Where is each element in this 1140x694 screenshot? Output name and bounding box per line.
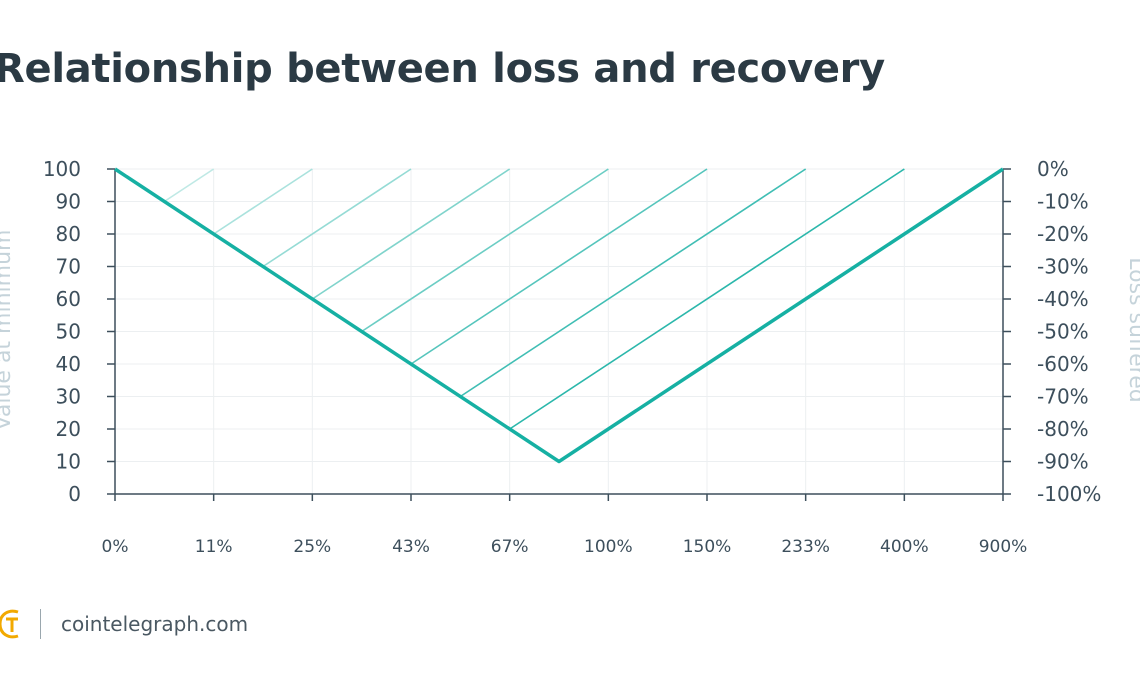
footer-separator <box>40 609 41 639</box>
recovery-line <box>163 168 215 203</box>
x-tick-label: 900% <box>979 537 1028 557</box>
right-tick-label: -40% <box>1037 287 1089 311</box>
tick-labels: 0 10 20 30 40 50 60 70 80 90 100 0% -10% -20% -30% -40%… <box>0 157 1140 557</box>
left-axis-title: Value at minimum <box>0 230 16 431</box>
recovery-lines <box>163 168 905 430</box>
loss-recovery-chart: 0 10 20 30 40 50 60 70 80 90 100 0% -10% -20% -30% -40%… <box>0 157 1140 557</box>
left-tick-label: 80 <box>56 222 81 246</box>
cointelegraph-logo-icon <box>0 609 19 639</box>
x-tick-label: 11% <box>195 537 233 557</box>
recovery-line <box>262 168 412 268</box>
main-v-line <box>114 167 1004 464</box>
recovery-line <box>459 168 807 398</box>
footer: cointelegraph.com <box>0 604 248 644</box>
right-tick-label: -20% <box>1037 222 1089 246</box>
right-tick-label: -30% <box>1037 255 1089 279</box>
right-tick-label: -50% <box>1037 320 1089 344</box>
left-tick-label: 90 <box>56 190 81 214</box>
left-tick-label: 20 <box>56 417 81 441</box>
x-tick-label: 67% <box>491 537 529 557</box>
recovery-line <box>410 168 708 365</box>
left-tick-label: 50 <box>56 320 81 344</box>
left-tick-label: 100 <box>43 157 81 181</box>
right-tick-label: -70% <box>1037 385 1089 409</box>
left-tick-label: 10 <box>56 450 81 474</box>
site-url[interactable]: cointelegraph.com <box>61 612 249 636</box>
x-tick-label: 0% <box>102 537 129 557</box>
right-tick-label: -10% <box>1037 190 1089 214</box>
x-tick-label: 150% <box>683 537 732 557</box>
axes <box>107 168 1011 501</box>
right-axis-title: Loss suffered <box>1124 257 1140 402</box>
left-tick-label: 60 <box>56 287 81 311</box>
left-tick-label: 0 <box>68 482 81 506</box>
left-tick-label: 40 <box>56 352 81 376</box>
right-tick-label: -60% <box>1037 352 1089 376</box>
chart-title: Relationship between loss and recovery <box>0 46 885 92</box>
left-tick-label: 30 <box>56 385 81 409</box>
x-tick-label: 400% <box>880 537 929 557</box>
recovery-line <box>213 168 313 235</box>
main-v-line <box>114 167 1004 464</box>
right-tick-label: -100% <box>1037 482 1101 506</box>
right-tick-label: -80% <box>1037 417 1089 441</box>
right-tick-label: -90% <box>1037 450 1089 474</box>
x-tick-label: 100% <box>584 537 633 557</box>
recovery-line <box>311 168 511 300</box>
recovery-line <box>509 168 905 430</box>
x-tick-label: 233% <box>781 537 830 557</box>
left-tick-label: 70 <box>56 255 81 279</box>
recovery-line <box>361 168 609 333</box>
x-tick-label: 25% <box>293 537 331 557</box>
x-tick-label: 43% <box>392 537 430 557</box>
right-tick-label: 0% <box>1037 157 1069 181</box>
